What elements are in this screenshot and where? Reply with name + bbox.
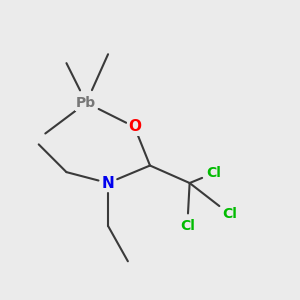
Text: Cl: Cl — [222, 207, 237, 221]
Text: N: N — [102, 176, 114, 190]
Text: Cl: Cl — [206, 166, 221, 180]
Text: O: O — [128, 119, 141, 134]
Text: Pb: Pb — [76, 96, 96, 110]
Text: Cl: Cl — [180, 219, 195, 233]
